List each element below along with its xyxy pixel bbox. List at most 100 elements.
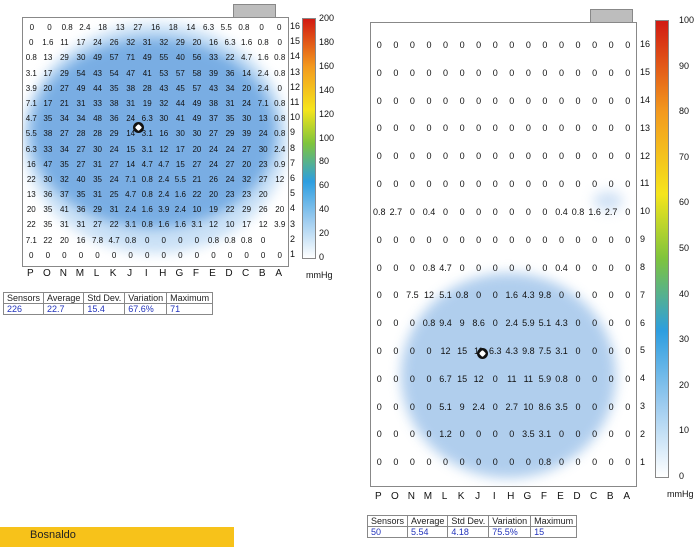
left-sensor-cell: 35 <box>59 159 69 169</box>
right-sensor-cell: 5.1 <box>439 290 452 301</box>
right-scale-tick: 50 <box>679 243 690 253</box>
left-sensor-cell: 0 <box>277 38 282 48</box>
left-sensor-cell: 27 <box>225 159 235 169</box>
right-sensor-cell: 0 <box>443 123 449 134</box>
right-sensor-cell: 0 <box>542 123 548 134</box>
right-sensor-cell: 0 <box>625 67 631 78</box>
left-sensor-cell: 4.7 <box>25 114 37 124</box>
left-sensor-cell: 2.4 <box>158 174 170 184</box>
right-stats-header: Sensors <box>366 515 409 527</box>
left-sensor-cell: 31 <box>109 205 119 215</box>
right-sensor-cell: 0 <box>492 206 498 217</box>
right-sensor-cell: 0 <box>476 234 482 245</box>
left-stats-value: 226 <box>2 303 45 315</box>
left-sensor-cell: 22 <box>225 53 235 63</box>
right-sensor-cell: 0 <box>608 345 614 356</box>
right-sensor-cell: 0 <box>592 234 598 245</box>
right-sensor-cell: 0 <box>542 151 548 162</box>
left-sensor-cell: 3.1 <box>141 129 153 139</box>
right-sensor-cell: 0 <box>393 373 399 384</box>
right-sensor-cell: 0 <box>443 457 449 468</box>
left-sensor-cell: 32 <box>242 174 252 184</box>
left-stats-value: 15.4 <box>83 303 126 315</box>
right-sensor-cell: 0 <box>443 234 449 245</box>
left-sensor-cell: 54 <box>109 68 119 78</box>
right-sensor-cell: 3.5 <box>522 429 535 440</box>
right-sensor-cell: 1.6 <box>588 206 601 217</box>
right-sensor-cell: 0 <box>492 95 498 106</box>
left-sensor-cell: 35 <box>43 114 53 124</box>
left-sensor-cell: 3.9 <box>274 220 286 230</box>
left-sensor-cell: 22 <box>26 220 36 230</box>
left-sensor-cell: 21 <box>192 174 202 184</box>
right-row-number: 5 <box>640 345 646 356</box>
left-sensor-cell: 4.7 <box>158 159 170 169</box>
right-sensor-cell: 0 <box>608 262 614 273</box>
left-sensor-cell: 1.6 <box>257 53 269 63</box>
left-stats-value: 22.7 <box>43 303 85 315</box>
right-sensor-cell: 0 <box>625 401 631 412</box>
right-sensor-cell: 0.8 <box>571 206 585 217</box>
left-row-number: 2 <box>290 233 296 244</box>
left-sensor-cell: 0.8 <box>25 53 37 63</box>
left-sensor-cell: 14 <box>126 159 136 169</box>
right-sensor-cell: 0 <box>459 234 465 245</box>
left-column-letter: L <box>93 268 100 279</box>
right-sensor-cell: 0 <box>409 67 415 78</box>
left-sensor-cell: 18 <box>98 23 107 32</box>
left-sensor-cell: 44 <box>175 98 185 108</box>
right-sensor-cell: 2.7 <box>604 206 618 217</box>
right-sensor-cell: 0 <box>376 318 382 329</box>
right-sensor-cell: 0 <box>575 179 581 190</box>
left-sensor-cell: 12 <box>209 220 218 230</box>
right-sensor-cell: 0 <box>492 318 498 329</box>
right-sensor-cell: 0 <box>393 345 399 356</box>
right-sensor-cell: 0 <box>525 95 531 106</box>
left-grid-row: 4.7 35 34 34 48 36 24 6.3 30 41 49 37 35 30 13 0.8 <box>23 111 288 126</box>
left-sensor-cell: 29 <box>59 53 69 63</box>
left-row-number: 15 <box>290 36 301 47</box>
right-column-letter: M <box>423 491 433 502</box>
left-row-number: 9 <box>290 127 296 138</box>
left-sensor-cell <box>271 233 288 248</box>
left-scale-tick: 40 <box>319 204 330 215</box>
right-sensor-cell: 0 <box>525 234 531 245</box>
left-sensor-cell: 58 <box>192 68 202 78</box>
left-sensor-cell: 4.7 <box>241 53 253 63</box>
right-sensor-cell: 0 <box>393 290 399 301</box>
left-scale-tick: 0 <box>319 252 325 262</box>
right-row-number: 11 <box>640 178 650 189</box>
left-sensor-cell: 0.8 <box>274 129 286 139</box>
left-color-scale-bar <box>302 18 316 259</box>
left-row-number: 10 <box>290 112 301 123</box>
right-sensor-cell: 0 <box>476 290 482 301</box>
left-sensor-cell: 0.8 <box>61 23 73 32</box>
right-sensor-cell: 4.3 <box>555 318 568 329</box>
left-sensor-cell: 4.7 <box>108 235 120 245</box>
left-sensor-cell: 30 <box>175 129 185 139</box>
right-sensor-cell: 0 <box>492 262 498 273</box>
left-sensor-cell: 0 <box>211 250 216 260</box>
right-sensor-cell: 0 <box>376 457 382 468</box>
right-sensor-cell: 0 <box>509 262 515 273</box>
right-sensor-cell: 0 <box>575 318 581 329</box>
left-sensor-cell: 0 <box>277 83 282 93</box>
left-sensor-cell: 0.8 <box>141 190 153 200</box>
right-sensor-cell: 0 <box>376 234 382 245</box>
left-sensor-cell: 20 <box>43 83 53 93</box>
right-sensor-cell: 0 <box>492 234 498 245</box>
left-sensor-cell: 22 <box>192 190 202 200</box>
left-sensor-cell: 27 <box>133 23 143 32</box>
left-sensor-cell: 0 <box>260 235 266 245</box>
right-sensor-cell: 0 <box>409 179 415 190</box>
left-sensor-cell: 2.4 <box>158 190 170 200</box>
right-sensor-cell: 0 <box>509 151 515 162</box>
left-sensor-cell: 13 <box>26 190 36 200</box>
left-sensor-cell: 3.9 <box>25 83 37 93</box>
left-sensor-cell: 5.5 <box>220 23 232 32</box>
right-sensor-cell: 0 <box>409 318 415 329</box>
left-sensor-cell: 57 <box>192 83 202 93</box>
right-grid-row: 0 0 0 0 6.7 15 12 0 11 11 5.9 0.8 0 0 0 0 <box>371 366 636 394</box>
right-sensor-cell: 0 <box>459 95 465 106</box>
